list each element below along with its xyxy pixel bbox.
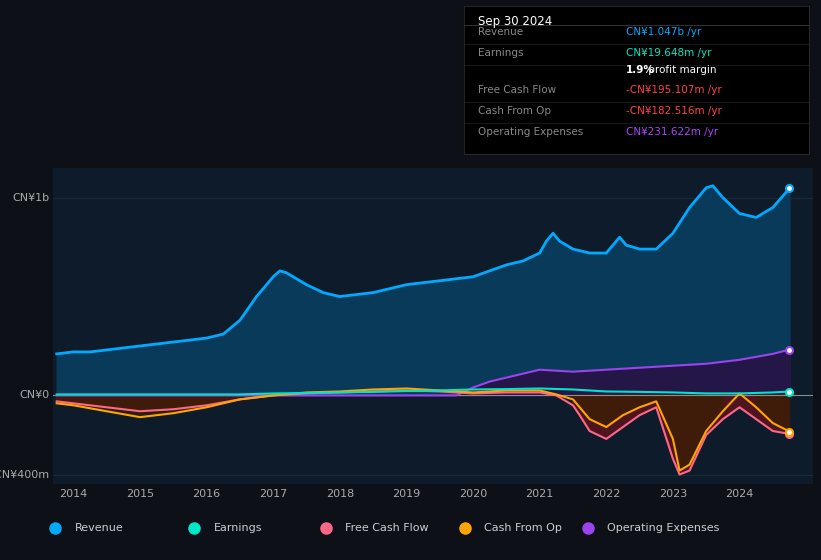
Text: -CN¥182.516m /yr: -CN¥182.516m /yr — [626, 106, 722, 116]
Text: Cash From Op: Cash From Op — [484, 523, 562, 533]
Text: CN¥19.648m /yr: CN¥19.648m /yr — [626, 48, 712, 58]
Text: CN¥231.622m /yr: CN¥231.622m /yr — [626, 127, 718, 137]
Text: Sep 30 2024: Sep 30 2024 — [478, 15, 552, 27]
Text: Revenue: Revenue — [478, 27, 523, 37]
Text: CN¥0: CN¥0 — [20, 390, 49, 400]
Text: profit margin: profit margin — [645, 65, 717, 75]
Text: Operating Expenses: Operating Expenses — [478, 127, 583, 137]
Text: Cash From Op: Cash From Op — [478, 106, 551, 116]
Text: -CN¥400m: -CN¥400m — [0, 469, 49, 479]
Text: 1.9%: 1.9% — [626, 65, 655, 75]
Text: Earnings: Earnings — [478, 48, 523, 58]
Text: CN¥1.047b /yr: CN¥1.047b /yr — [626, 27, 701, 37]
Text: -CN¥195.107m /yr: -CN¥195.107m /yr — [626, 85, 722, 95]
Text: CN¥1b: CN¥1b — [12, 193, 49, 203]
Text: Earnings: Earnings — [213, 523, 262, 533]
Text: Revenue: Revenue — [75, 523, 123, 533]
Text: Free Cash Flow: Free Cash Flow — [478, 85, 556, 95]
Text: Free Cash Flow: Free Cash Flow — [345, 523, 429, 533]
Text: Operating Expenses: Operating Expenses — [608, 523, 720, 533]
